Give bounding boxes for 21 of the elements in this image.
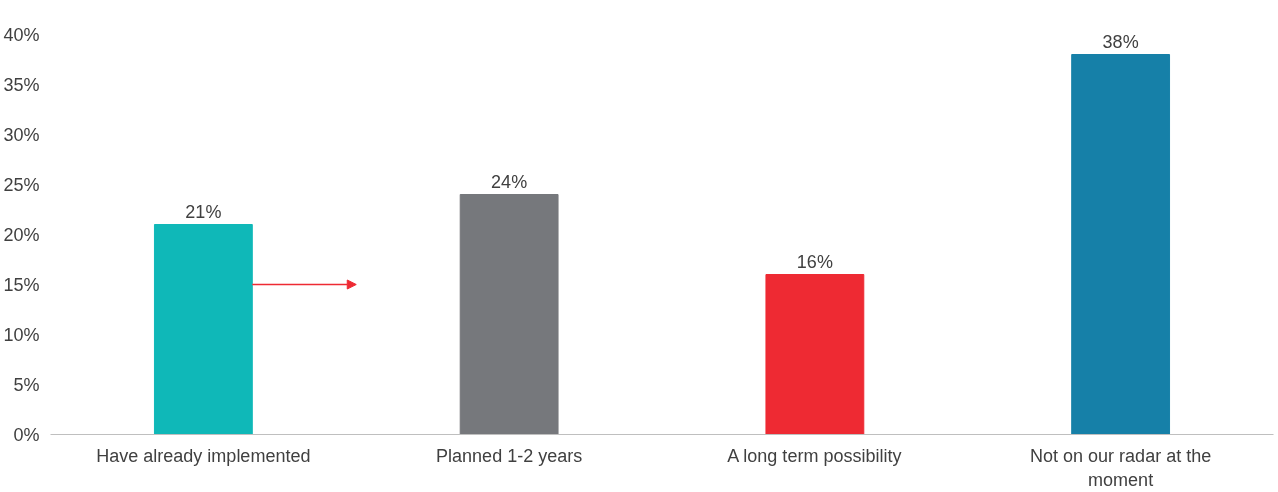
y-tick-label: 10% (3, 324, 40, 345)
bar (1071, 54, 1171, 435)
y-tick-label: 15% (3, 274, 40, 295)
data-label: 24% (491, 171, 528, 192)
bar (459, 194, 559, 435)
data-label: 21% (185, 201, 222, 222)
y-tick-label: 40% (3, 24, 40, 45)
y-tick-label: 5% (13, 374, 40, 395)
x-tick-label: Planned 1-2 years (436, 445, 583, 466)
y-tick-label: 35% (3, 74, 40, 95)
y-tick-label: 20% (3, 224, 40, 245)
bar (153, 224, 253, 435)
x-tick-label: Have already implemented (96, 445, 311, 466)
y-tick-label: 25% (3, 174, 40, 195)
x-tick-label: A long term possibility (727, 445, 902, 466)
y-tick-label: 30% (3, 124, 40, 145)
y-tick-label: 0% (13, 424, 40, 445)
x-tick-label: Not on our radar at the moment (1030, 445, 1212, 490)
data-label: 16% (796, 251, 833, 272)
bar (765, 274, 865, 435)
data-label: 38% (1102, 31, 1139, 52)
